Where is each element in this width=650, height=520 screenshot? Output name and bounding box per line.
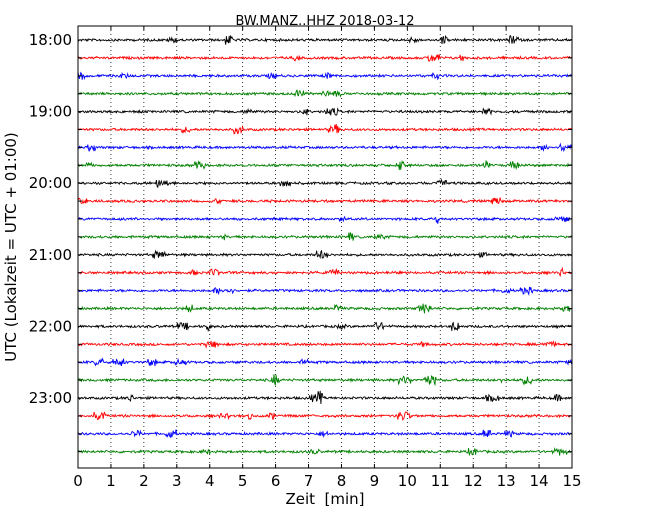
trace-line bbox=[77, 34, 572, 45]
x-tick-label: 13 bbox=[497, 472, 516, 490]
y-tick-label: 21:00 bbox=[29, 246, 72, 264]
x-tick-label: 12 bbox=[464, 472, 483, 490]
x-axis-label: Zeit [min] bbox=[285, 490, 364, 508]
trace-line bbox=[77, 215, 572, 224]
y-tick-label: 22:00 bbox=[29, 317, 72, 335]
x-tick-label: 1 bbox=[106, 472, 116, 490]
trace-line bbox=[77, 124, 572, 135]
trace-line bbox=[77, 71, 572, 81]
trace-line bbox=[77, 429, 572, 439]
trace-line bbox=[77, 447, 572, 457]
trace-line bbox=[77, 321, 572, 333]
x-tick-label: 7 bbox=[304, 472, 314, 490]
trace-line bbox=[77, 390, 572, 405]
x-tick-label: 15 bbox=[562, 472, 581, 490]
y-tick-label: 23:00 bbox=[29, 389, 72, 407]
trace-line bbox=[77, 197, 572, 205]
grid bbox=[110, 26, 540, 468]
trace-line bbox=[77, 178, 572, 189]
x-tick-label: 6 bbox=[271, 472, 281, 490]
trace-line bbox=[77, 54, 572, 62]
trace-line bbox=[77, 107, 572, 116]
x-tick-label: 0 bbox=[73, 472, 83, 490]
chart-title: BW.MANZ..HHZ 2018-03-12 bbox=[235, 14, 414, 29]
x-tick-label: 4 bbox=[205, 472, 215, 490]
x-tick-label: 3 bbox=[172, 472, 182, 490]
x-tick-label: 2 bbox=[139, 472, 149, 490]
x-tick-label: 5 bbox=[238, 472, 248, 490]
x-tick-label: 8 bbox=[337, 472, 347, 490]
trace-line bbox=[77, 231, 572, 241]
y-tick-label: 18:00 bbox=[29, 31, 72, 49]
y-axis: 18:00 19:00 20:00 21:00 22:00 23:00 bbox=[29, 31, 572, 453]
x-tick-label: 14 bbox=[530, 472, 549, 490]
trace-line bbox=[77, 159, 572, 171]
trace-line bbox=[77, 89, 572, 98]
traces bbox=[77, 34, 572, 457]
trace-line bbox=[77, 303, 572, 314]
y-axis-label: UTC (Lokalzeit = UTC + 01:00) bbox=[2, 132, 20, 362]
x-axis: 0 1 2 3 4 5 6 7 8 9 10 11 12 13 14 15 bbox=[73, 26, 582, 490]
trace-line bbox=[77, 411, 572, 421]
trace-line bbox=[77, 286, 572, 296]
trace-line bbox=[77, 357, 572, 367]
trace-line bbox=[77, 266, 572, 277]
x-tick-label: 11 bbox=[431, 472, 450, 490]
y-tick-label: 20:00 bbox=[29, 174, 72, 192]
trace-line bbox=[77, 142, 572, 153]
trace-line bbox=[77, 249, 572, 260]
trace-line bbox=[77, 340, 572, 349]
plot-frame bbox=[77, 25, 573, 469]
x-tick-label: 10 bbox=[398, 472, 417, 490]
trace-line bbox=[77, 374, 572, 387]
x-tick-label: 9 bbox=[370, 472, 380, 490]
y-tick-label: 19:00 bbox=[29, 103, 72, 121]
